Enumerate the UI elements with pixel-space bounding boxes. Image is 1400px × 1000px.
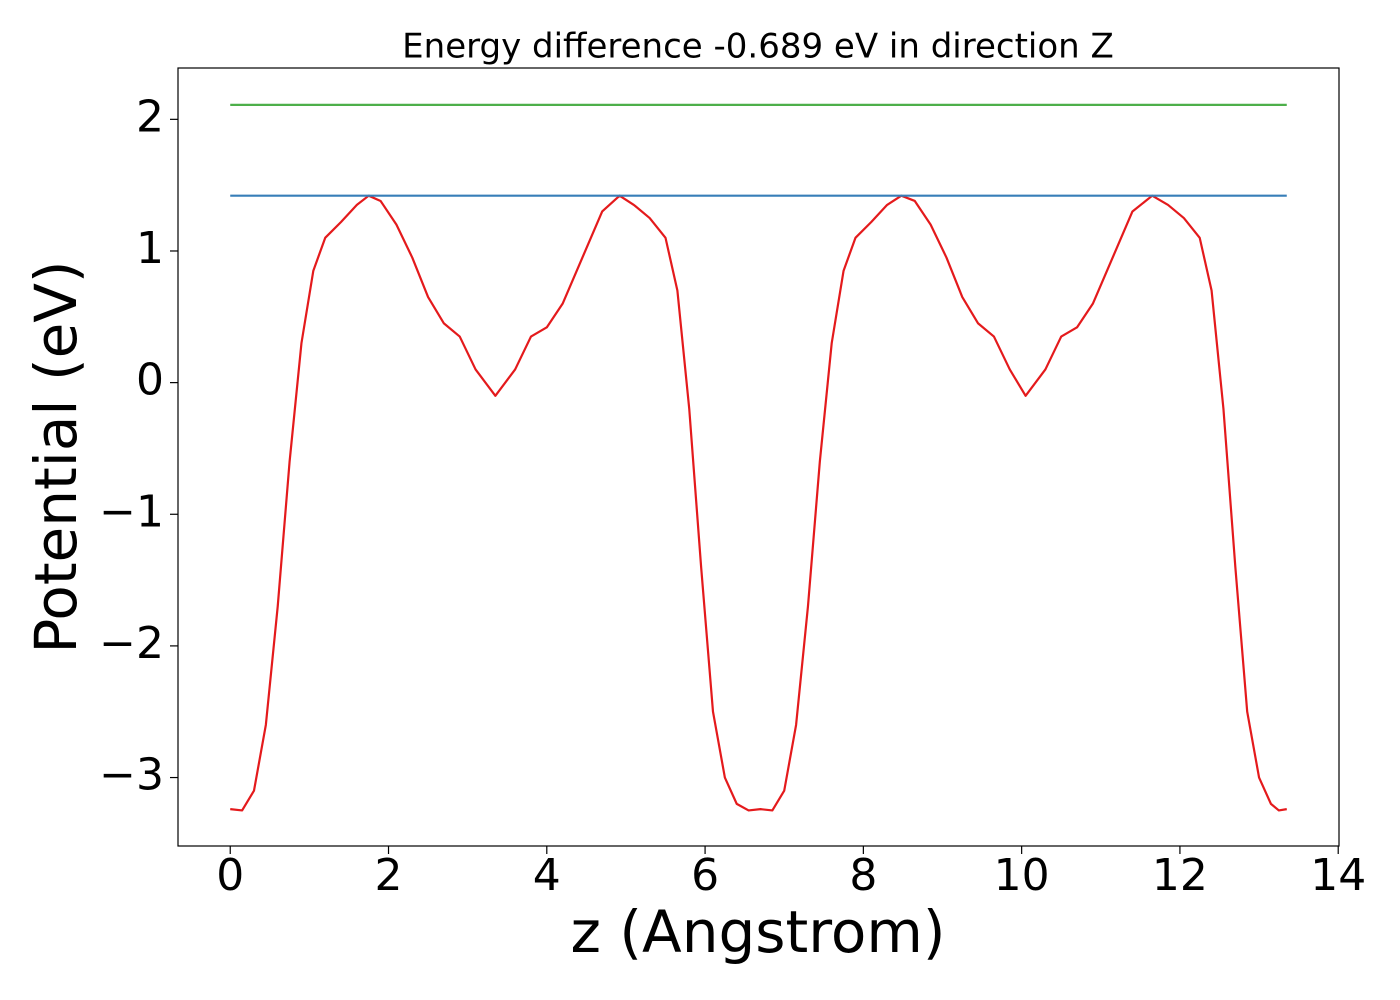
x-tick-label: 12 — [1152, 850, 1208, 901]
x-tick-label: 2 — [375, 850, 403, 901]
x-axis-label: z (Angstrom) — [571, 898, 946, 966]
y-tick-label: −1 — [99, 486, 164, 537]
x-tick-label: 10 — [994, 850, 1050, 901]
x-tick-label: 8 — [849, 850, 877, 901]
x-tick-label: 0 — [216, 850, 244, 901]
y-tick-label: 1 — [136, 223, 164, 274]
x-tick-label: 6 — [691, 850, 719, 901]
x-tick-label: 4 — [533, 850, 561, 901]
y-tick-label: −2 — [99, 618, 164, 669]
y-tick-label: −3 — [99, 750, 164, 801]
y-axis-label: Potential (eV) — [22, 260, 90, 653]
y-tick-label: 0 — [136, 355, 164, 406]
x-tick-label: 14 — [1310, 850, 1366, 901]
plot-frame — [177, 67, 1340, 847]
y-tick-label: 2 — [136, 91, 164, 142]
series-line — [230, 194, 1287, 812]
chart-title: Energy difference -0.689 eV in direction… — [402, 27, 1114, 67]
